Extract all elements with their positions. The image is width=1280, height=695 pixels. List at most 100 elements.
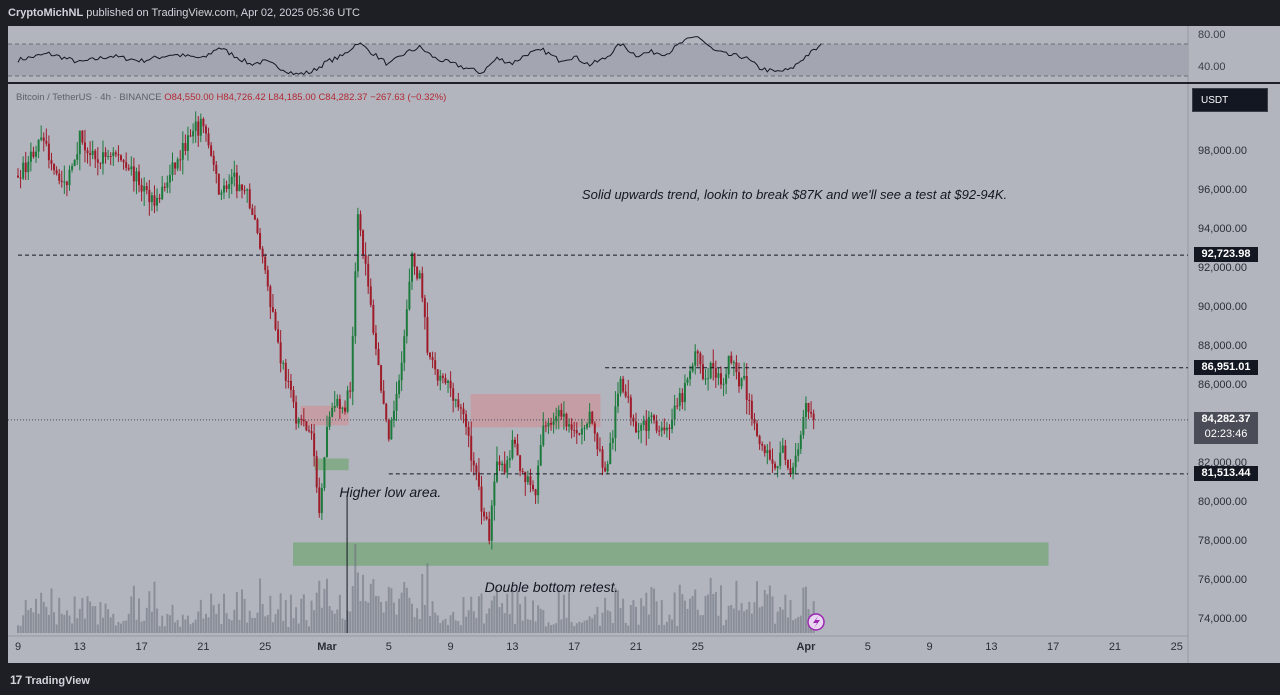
candle-body (459, 407, 462, 409)
volume-bar (565, 617, 568, 633)
volume-bar (78, 608, 81, 633)
candle-body (192, 130, 195, 137)
volume-bar (537, 605, 540, 633)
volume-bar (712, 594, 715, 633)
volume-bar (138, 598, 141, 633)
candle-body (573, 429, 576, 431)
candle-body (467, 426, 470, 436)
volume-bar (488, 608, 491, 633)
volume-bar (284, 599, 287, 633)
trend-note[interactable]: Solid upwards trend, lookin to break $87… (581, 187, 1008, 203)
volume-bar (63, 614, 66, 633)
candle-body (470, 435, 473, 461)
candle-body (601, 449, 604, 468)
candle-body (60, 180, 63, 182)
volume-bar (395, 614, 398, 633)
candle-body (550, 422, 553, 425)
volume-bar (94, 606, 97, 633)
higher-low-note[interactable]: Higher low area. (339, 483, 442, 500)
volume-bar (32, 612, 35, 633)
double-bottom-note[interactable]: Double bottom retest. (484, 579, 619, 596)
candle-body (506, 460, 509, 473)
volume-bar (696, 609, 699, 633)
volume-bar (683, 600, 686, 633)
candle-body (792, 467, 795, 474)
currency-button[interactable]: USDT (1192, 88, 1268, 112)
volume-bar (668, 614, 671, 633)
volume-bar (50, 588, 53, 633)
candle-body (529, 476, 532, 485)
volume-bar (413, 617, 416, 633)
volume-bar (694, 589, 697, 633)
volume-bar (338, 594, 341, 633)
volume-bar (71, 623, 74, 633)
volume-bar (663, 624, 666, 633)
candle-body (96, 159, 99, 163)
volume-bar (73, 596, 76, 633)
candle-body (748, 399, 751, 401)
volume-bar (259, 578, 262, 633)
time-tick-label: 21 (197, 641, 210, 653)
volume-bar (279, 593, 282, 633)
tradingview-logo[interactable]: 17 TradingView (10, 673, 90, 687)
volume-bar (17, 625, 19, 633)
volume-bar (181, 614, 184, 633)
candle-body (683, 382, 686, 403)
candle-body (24, 162, 27, 173)
candle-body (544, 425, 547, 427)
volume-bar (573, 626, 576, 633)
candle-body (83, 142, 86, 151)
time-tick-label: 25 (259, 641, 272, 653)
candle-body (390, 420, 393, 440)
candle-body (429, 352, 431, 358)
candle-body (771, 459, 774, 464)
volume-bar (465, 616, 468, 633)
candle-body (503, 463, 506, 473)
volume-bar (403, 582, 406, 633)
candle-body (555, 416, 558, 422)
candle-body (179, 159, 182, 161)
candle-body (812, 413, 815, 420)
candle-body (704, 378, 707, 380)
price-pane-bg (8, 84, 1188, 663)
candle-body (707, 378, 710, 380)
candle-body (364, 254, 367, 264)
volume-bar (104, 603, 107, 633)
candle-body (212, 155, 215, 165)
time-tick-label: 9 (14, 641, 22, 653)
candle-body (447, 380, 450, 383)
candle-body (333, 405, 336, 408)
volume-bar (753, 602, 756, 633)
candle-body (29, 151, 32, 162)
volume-bar (37, 613, 40, 633)
volume-bar (109, 617, 112, 633)
candle-body (143, 186, 146, 192)
candle-body (627, 396, 630, 398)
candle-body (114, 152, 117, 155)
volume-bar (174, 622, 177, 633)
level-price-tag: 86,951.01 (1194, 359, 1258, 375)
volume-bar (40, 592, 43, 633)
publisher-name[interactable]: CryptoMichNL (8, 7, 84, 19)
candle-body (689, 371, 692, 380)
candle-body (426, 317, 429, 353)
volume-bar (441, 620, 444, 633)
volume-bar (241, 589, 244, 633)
candle-body (153, 195, 156, 206)
candle-body (40, 137, 43, 140)
candle-body (238, 184, 241, 192)
candle-body (19, 177, 22, 179)
volume-bar (328, 606, 331, 633)
extra-layer (346, 495, 825, 633)
volume-bar (315, 592, 318, 633)
rsi-tick-label: 40.00 (1198, 61, 1226, 73)
volume-bar (449, 615, 452, 633)
symbol-name[interactable]: Bitcoin / TetherUS · 4h · BINANCE (16, 92, 162, 103)
last-price-tag: 84,282.37 02:23:46 (1194, 411, 1258, 444)
candle-body (727, 355, 730, 375)
volume-bar (616, 590, 619, 633)
volume-bar (732, 608, 735, 633)
candle-body (176, 159, 179, 169)
volume-bar (709, 577, 712, 633)
